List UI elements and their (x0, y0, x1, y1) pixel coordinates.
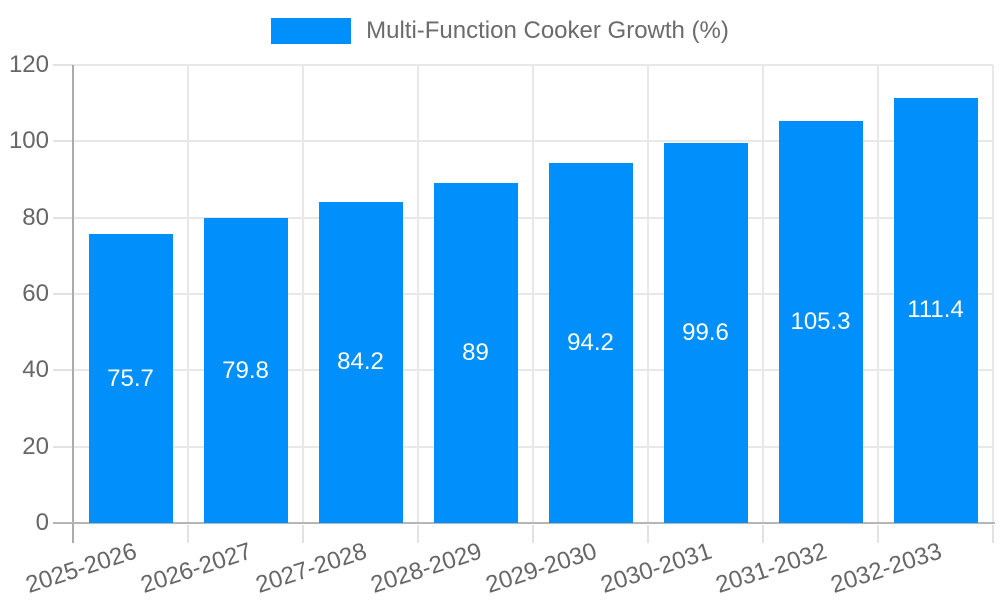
x-axis-line (53, 522, 995, 524)
y-axis-label: 60 (22, 280, 49, 307)
x-axis-tick (302, 525, 304, 543)
y-axis-tick (53, 140, 73, 143)
x-axis-tick (877, 525, 879, 543)
y-axis-label: 0 (35, 509, 49, 536)
bar-value-label: 99.6 (682, 318, 729, 346)
legend[interactable]: Multi-Function Cooker Growth (%) (0, 14, 1000, 48)
x-gridline (532, 65, 534, 523)
x-axis-tick (532, 525, 534, 543)
bar-value-label: 94.2 (567, 329, 614, 357)
x-axis-tick (992, 525, 994, 543)
y-axis-label: 80 (22, 203, 49, 231)
x-gridline (417, 65, 419, 523)
bar-value-label: 79.8 (222, 356, 269, 384)
bar-2025-2026 (88, 234, 173, 523)
y-axis-tick (53, 216, 73, 219)
x-gridline (762, 65, 764, 523)
y-axis-tick (53, 64, 73, 66)
y-axis-label: 20 (22, 432, 49, 460)
legend-label: Multi-Function Cooker Growth (%) (366, 17, 729, 44)
bar-2031-2032 (778, 121, 863, 523)
bar-2029-2030 (548, 163, 633, 523)
x-gridline (302, 65, 304, 523)
bar-value-label: 84.2 (337, 348, 384, 376)
bar-2026-2027 (203, 218, 288, 523)
x-gridline (992, 65, 994, 523)
bar-2027-2028 (318, 201, 403, 523)
y-axis-label: 120 (8, 51, 49, 78)
y-axis-label: 100 (8, 127, 49, 155)
x-axis-tick (187, 525, 189, 543)
y-axis-line (72, 65, 74, 543)
bar-value-label: 75.7 (107, 364, 154, 392)
y-axis-tick (53, 293, 73, 295)
y-axis-label: 40 (22, 356, 49, 384)
bar-2030-2031 (663, 142, 748, 523)
bar-2032-2033 (893, 97, 978, 523)
x-axis-tick (647, 525, 649, 543)
x-gridline (647, 65, 649, 523)
bar-value-label: 105.3 (790, 308, 851, 336)
x-axis-tick (417, 525, 419, 543)
y-axis-tick (53, 369, 73, 372)
bar-value-label: 111.4 (907, 296, 964, 324)
y-axis-tick (53, 445, 73, 448)
bar-2028-2029 (433, 183, 518, 523)
x-gridline (877, 65, 879, 523)
legend-marker-icon (271, 18, 352, 44)
x-axis-tick (762, 525, 764, 543)
bar-value-label: 89 (462, 339, 489, 367)
x-gridline (187, 65, 189, 523)
